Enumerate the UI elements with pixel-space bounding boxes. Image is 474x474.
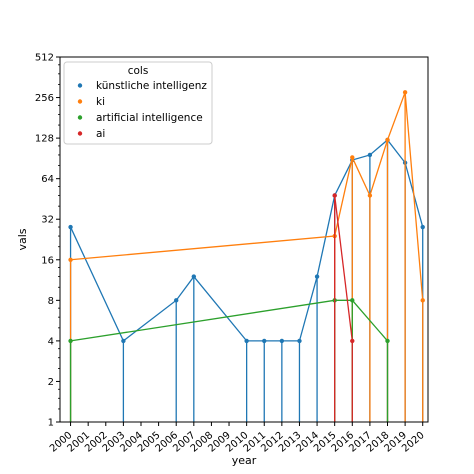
legend-marker <box>77 115 83 120</box>
data-point <box>68 338 73 344</box>
y-tick-label: 4 <box>48 336 54 347</box>
series-line <box>70 299 388 342</box>
data-point <box>314 274 320 279</box>
data-point <box>279 338 285 344</box>
data-point <box>244 338 249 344</box>
legend: cols künstliche intelligenz ki artificial … <box>63 61 213 145</box>
data-point <box>332 193 337 198</box>
data-point <box>121 338 126 344</box>
legend-marker <box>77 131 83 136</box>
data-point <box>367 152 373 158</box>
y-tick-label: 128 <box>35 134 54 145</box>
y-tick-label: 8 <box>48 296 54 307</box>
legend-marker <box>77 99 83 104</box>
legend-box <box>63 61 213 145</box>
data-point <box>350 338 355 344</box>
y-axis-label: vals <box>16 228 29 250</box>
legend-label: ai <box>96 128 105 140</box>
y-tick-label: 512 <box>35 53 54 64</box>
data-point <box>350 155 355 160</box>
data-point <box>262 338 267 344</box>
data-point <box>297 338 302 344</box>
data-point <box>385 137 390 143</box>
legend-title: cols <box>128 65 149 77</box>
y-tick-label: 16 <box>41 255 54 266</box>
data-point <box>68 257 73 262</box>
data-point <box>174 298 179 303</box>
data-point <box>402 90 408 95</box>
data-point <box>191 274 197 279</box>
series-group <box>332 193 355 422</box>
data-point <box>420 298 425 303</box>
data-point <box>367 193 373 198</box>
plot-frame <box>59 56 429 423</box>
legend-marker <box>77 83 83 88</box>
y-tick-label: 2 <box>48 377 54 388</box>
y-tick-label: 64 <box>41 174 54 185</box>
y-tick-label: 32 <box>41 215 54 226</box>
y-tick-label: 256 <box>35 93 54 104</box>
legend-label: artificial intelligence <box>96 112 203 124</box>
legend-label: ki <box>96 96 105 108</box>
x-axis-label: year <box>232 454 257 467</box>
y-tick-label: 1 <box>48 418 54 429</box>
legend-entries: künstliche intelligenz ki artificial intel… <box>77 80 207 140</box>
data-point <box>385 338 390 344</box>
data-point <box>350 298 355 303</box>
data-point <box>68 224 73 230</box>
series-layer <box>68 90 425 422</box>
series-line <box>334 195 353 341</box>
legend-label: künstliche intelligenz <box>96 80 207 92</box>
data-point <box>420 224 425 230</box>
